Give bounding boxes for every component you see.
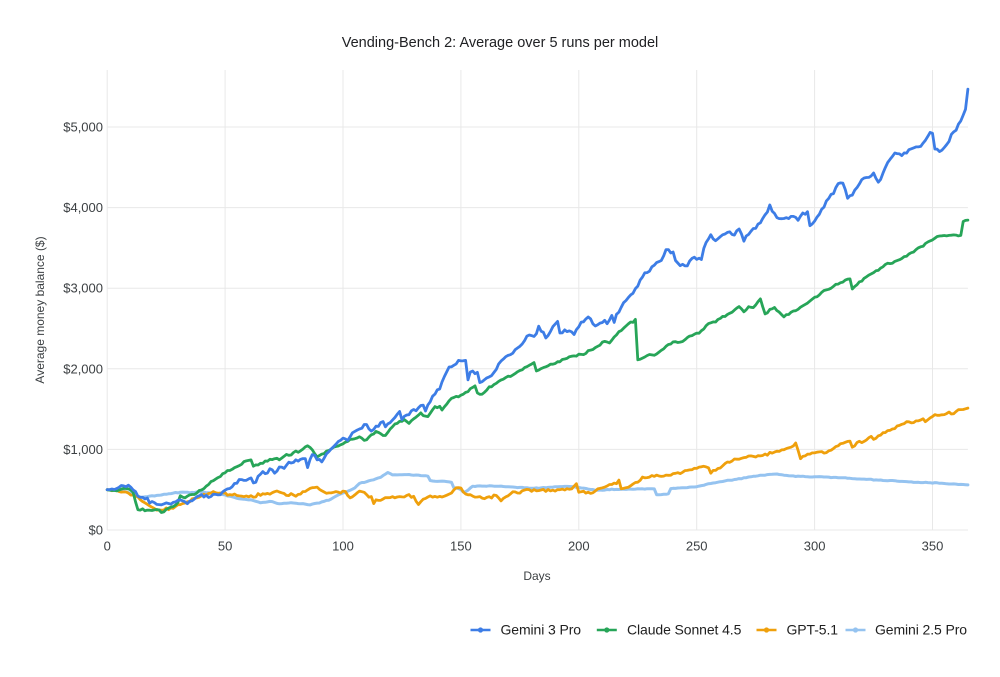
svg-text:Days: Days	[523, 569, 550, 583]
svg-text:$0: $0	[89, 523, 103, 538]
svg-text:$2,000: $2,000	[63, 361, 103, 376]
svg-text:50: 50	[218, 539, 232, 554]
svg-text:$3,000: $3,000	[63, 281, 103, 296]
svg-text:350: 350	[922, 539, 944, 554]
svg-text:100: 100	[332, 539, 354, 554]
svg-text:$5,000: $5,000	[63, 120, 103, 135]
svg-text:250: 250	[686, 539, 708, 554]
svg-text:Claude Sonnet 4.5: Claude Sonnet 4.5	[627, 622, 742, 638]
svg-text:150: 150	[450, 539, 472, 554]
svg-text:Gemini 2.5 Pro: Gemini 2.5 Pro	[875, 622, 967, 638]
svg-text:GPT-5.1: GPT-5.1	[787, 622, 839, 638]
svg-text:$4,000: $4,000	[63, 200, 103, 215]
svg-text:Average money balance ($): Average money balance ($)	[33, 236, 47, 383]
svg-text:0: 0	[104, 539, 111, 554]
svg-text:300: 300	[804, 539, 826, 554]
svg-text:200: 200	[568, 539, 590, 554]
svg-text:$1,000: $1,000	[63, 442, 103, 457]
svg-text:Vending-Bench 2: Average over: Vending-Bench 2: Average over 5 runs per…	[342, 35, 659, 51]
svg-text:Gemini 3 Pro: Gemini 3 Pro	[501, 622, 582, 638]
